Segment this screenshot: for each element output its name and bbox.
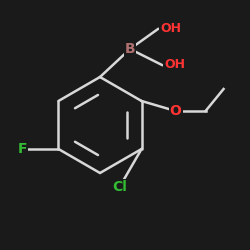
- Text: F: F: [18, 142, 27, 156]
- Text: OH: OH: [160, 22, 181, 36]
- Text: OH: OH: [164, 58, 185, 71]
- Text: B: B: [125, 42, 135, 56]
- Text: O: O: [170, 104, 181, 118]
- Text: Cl: Cl: [112, 180, 127, 194]
